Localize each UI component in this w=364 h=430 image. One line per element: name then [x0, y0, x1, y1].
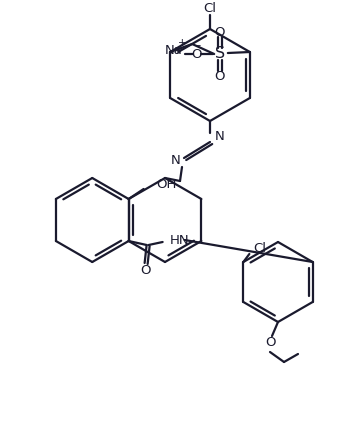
- Text: OH: OH: [157, 178, 177, 191]
- Text: O: O: [191, 47, 202, 61]
- Text: +: +: [178, 38, 186, 48]
- Text: O: O: [265, 337, 275, 350]
- Text: O: O: [215, 25, 225, 39]
- Text: O: O: [215, 70, 225, 83]
- Text: Cl: Cl: [203, 3, 217, 15]
- Text: Cl: Cl: [253, 243, 266, 255]
- Text: Na: Na: [165, 43, 183, 56]
- Text: O: O: [141, 264, 151, 277]
- Text: N: N: [215, 129, 225, 142]
- Text: HN: HN: [170, 233, 189, 246]
- Text: N: N: [170, 154, 180, 166]
- Text: −: −: [193, 41, 201, 51]
- Text: S: S: [215, 46, 225, 61]
